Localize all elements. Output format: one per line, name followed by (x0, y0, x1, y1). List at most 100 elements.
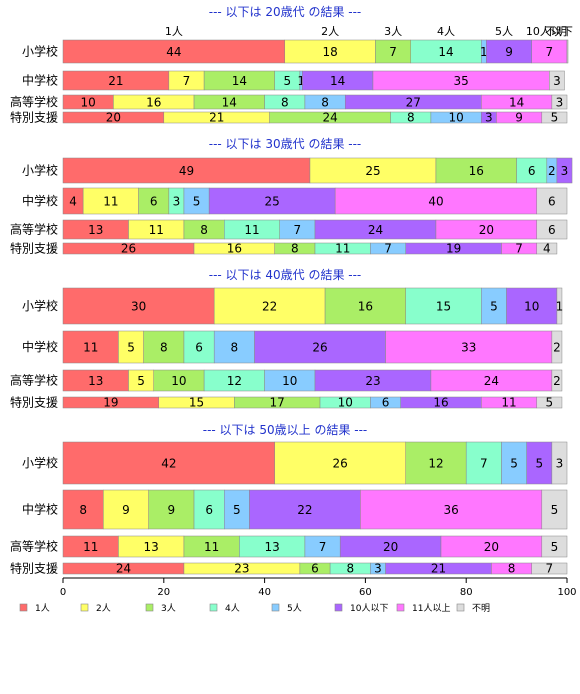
segment-label: 49 (179, 164, 194, 178)
segment-label: 18 (322, 45, 337, 59)
bar-row-0-3: 特別支援 20 21 24 8 10 3 9 5 (10, 110, 568, 125)
segment-label: 5 (546, 395, 554, 409)
segment-label: 12 (428, 456, 443, 470)
legend-swatch (334, 603, 343, 612)
bar-segment (309, 157, 437, 184)
bar-segment (274, 441, 406, 485)
segment-label: 8 (407, 110, 415, 124)
segment-label: 44 (166, 45, 181, 59)
bar-row-0-0: 小学校 44 18 7 14 1 9 7 (22, 39, 569, 64)
segment-label: 14 (330, 74, 345, 88)
segment-label: 23 (234, 561, 249, 575)
row-label: 小学校 (22, 298, 58, 313)
bar-row-3-2: 高等学校 11 13 11 13 7 20 20 5 (10, 535, 568, 558)
top-label-1: 2人 (321, 25, 339, 38)
row-label: 特別支援 (10, 395, 58, 410)
legend-label: 10人以下 (350, 603, 388, 614)
segment-label: 3 (556, 95, 564, 109)
segment-label: 15 (189, 395, 204, 409)
segment-label: 14 (222, 95, 237, 109)
legend-label: 11人以上 (412, 603, 450, 614)
bar-row-2-3: 特別支援 19 15 17 10 6 16 11 5 (10, 395, 563, 410)
top-label-5: 10人以下 (526, 25, 573, 38)
legend-swatch (456, 603, 465, 612)
segment-label: 33 (461, 340, 476, 354)
segment-label: 13 (88, 223, 103, 237)
bar-segment (465, 441, 502, 485)
x-axis: 0 20 40 60 80 100 (60, 577, 577, 598)
segment-label: 17 (270, 395, 285, 409)
bar-segment (213, 330, 255, 364)
segment-label: 5 (551, 110, 559, 124)
segment-label: 6 (150, 194, 158, 208)
bar-row-3-0: 小学校 42 26 12 7 5 5 3 (22, 441, 568, 485)
bar-segment (531, 562, 568, 575)
segment-label: 21 (431, 561, 446, 575)
bar-segment (566, 39, 569, 64)
legend-label: 3人 (161, 603, 176, 614)
legend-label: 2人 (96, 603, 111, 614)
segment-label: 7 (384, 241, 392, 255)
row-label: 中学校 (22, 193, 58, 208)
bar-segment (193, 489, 225, 530)
bar-row-2-0: 小学校 30 22 16 15 5 10 1 (22, 287, 563, 325)
row-label: 小学校 (22, 44, 58, 59)
segment-label: 3 (553, 74, 561, 88)
top-label-0: 1人 (165, 25, 183, 38)
row-label: 高等学校 (10, 94, 58, 109)
segment-label: 35 (454, 74, 469, 88)
segment-label: 20 (106, 110, 121, 124)
bar-segment (103, 489, 149, 530)
segment-label: 27 (406, 95, 421, 109)
bar-segment (118, 330, 144, 364)
segment-label: 24 (322, 110, 337, 124)
section-title-1: --- 以下は 30歳代 の結果 --- (209, 137, 362, 151)
segment-label: 36 (443, 503, 458, 517)
bar-segment (334, 187, 538, 215)
segment-label: 6 (548, 223, 556, 237)
segment-label: 21 (108, 74, 123, 88)
segment-label: 40 (428, 194, 443, 208)
segment-label: 5 (510, 456, 518, 470)
segment-label: 3 (374, 561, 382, 575)
bar-segment (541, 111, 568, 124)
bar-row-0-2: 高等学校 10 16 14 8 8 27 14 3 (10, 94, 568, 109)
x-tick-label: 60 (359, 587, 372, 598)
bar-row-2-1: 中学校 11 5 8 6 8 26 33 2 (22, 330, 563, 364)
bar-segment (551, 369, 563, 392)
segment-label: 7 (546, 45, 554, 59)
segment-label: 6 (548, 194, 556, 208)
segment-label: 9 (505, 45, 513, 59)
bar-segment (526, 441, 553, 485)
segment-label: 10 (171, 374, 186, 388)
segment-label: 8 (291, 241, 299, 255)
bar-segment (506, 287, 558, 325)
segment-label: 5 (551, 503, 559, 517)
segment-label: 22 (297, 503, 312, 517)
segment-label: 9 (168, 503, 176, 517)
bar-row-1-0: 小学校 49 25 16 6 2 3 (22, 157, 573, 184)
bar-row-1-2: 高等学校 13 11 8 11 7 24 20 6 (10, 219, 568, 240)
legend-label: 1人 (35, 603, 50, 614)
segment-label: 1 (297, 74, 305, 88)
bar-segment (516, 157, 548, 184)
bar-segment (62, 489, 104, 530)
segment-label: 4 (69, 194, 77, 208)
row-label: 高等学校 (10, 539, 58, 554)
segment-label: 4 (543, 241, 551, 255)
segment-label: 6 (382, 395, 390, 409)
bar-row-3-3: 特別支援 24 23 6 8 3 21 8 7 (10, 561, 568, 576)
bar-segment (360, 489, 543, 530)
bar-segment (213, 287, 326, 325)
segment-label: 42 (161, 456, 176, 470)
segment-label: 26 (333, 456, 348, 470)
segment-label: 9 (122, 503, 130, 517)
segment-label: 5 (137, 374, 145, 388)
segment-label: 6 (205, 503, 213, 517)
bar-segment (549, 70, 565, 91)
bar-segment (183, 187, 210, 215)
